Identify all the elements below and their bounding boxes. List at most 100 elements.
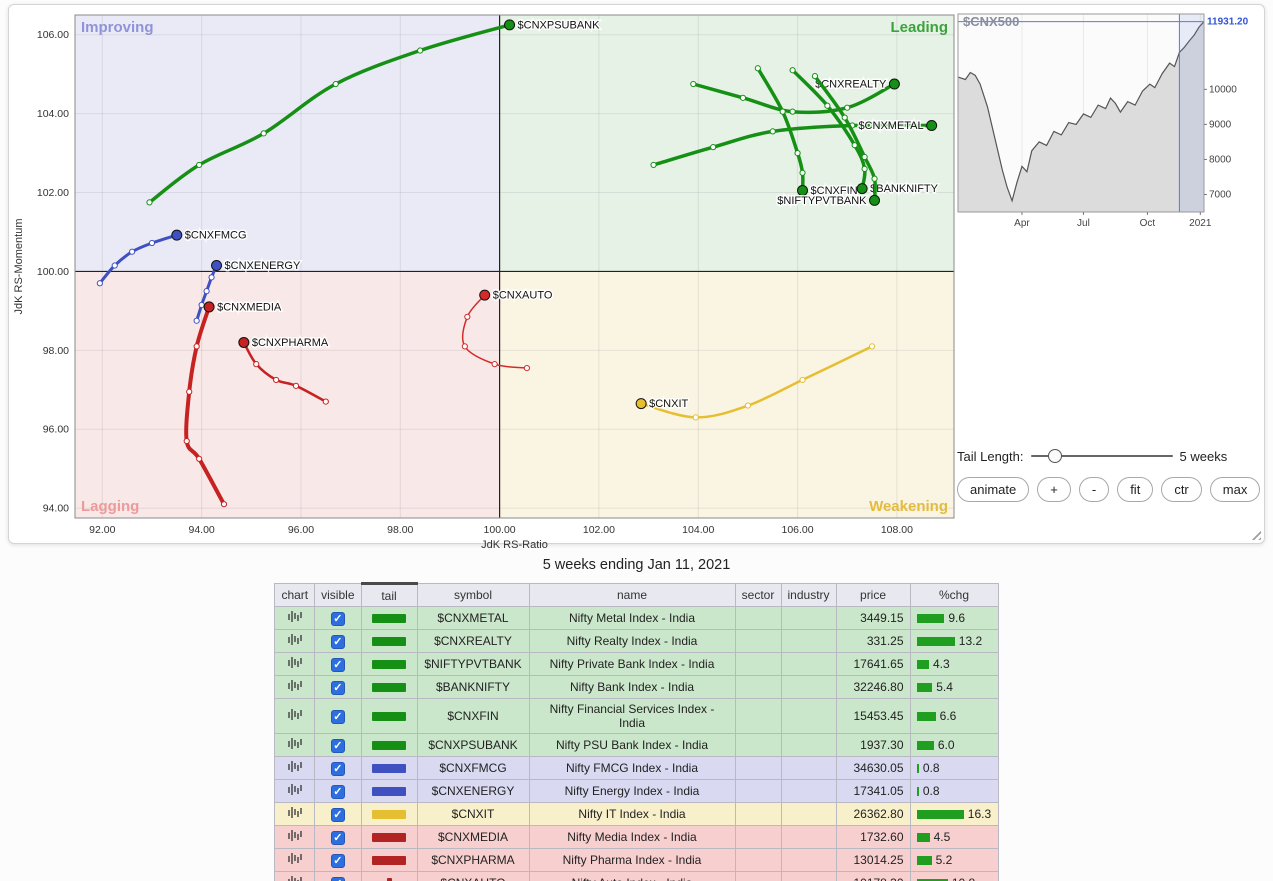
visible-cell: ✓ xyxy=(314,606,362,630)
tail-node xyxy=(148,239,156,247)
zoom-in-button[interactable]: + xyxy=(1037,477,1071,502)
visible-checkbox[interactable]: ✓ xyxy=(330,784,345,799)
symbol-cell[interactable]: $CNXPSUBANK xyxy=(416,733,530,757)
head-CNXPSUBANK[interactable] xyxy=(504,19,516,31)
col-header-pctchg[interactable]: %chg xyxy=(909,583,999,607)
head-CNXENERGY[interactable] xyxy=(211,260,223,272)
visible-cell: ✓ xyxy=(314,698,362,734)
chart-cell xyxy=(274,871,316,881)
animate-button[interactable]: animate xyxy=(957,477,1030,502)
tail-swatch xyxy=(372,856,406,866)
visible-checkbox[interactable]: ✓ xyxy=(330,807,345,822)
mini-chart-svg[interactable]: 10000 9000 8000 7000 11931.20 Apr Jul Oct 2021 $C… xyxy=(957,9,1260,235)
col-header-visible[interactable]: visible xyxy=(314,583,362,607)
head-CNXPHARMA[interactable] xyxy=(238,336,250,348)
visible-checkbox[interactable]: ✓ xyxy=(330,853,345,868)
name-cell: Nifty IT Index - India xyxy=(528,802,736,826)
chart-icon[interactable] xyxy=(287,708,302,721)
rrg-buttons: animate + - fit ctr max xyxy=(957,477,1262,502)
head-CNXFMCG[interactable] xyxy=(171,229,183,241)
visible-checkbox[interactable]: ✓ xyxy=(330,657,345,672)
mini-selection[interactable] xyxy=(1179,14,1204,212)
x-tick-label: 102.00 xyxy=(583,524,615,536)
chart-icon[interactable] xyxy=(287,875,302,881)
chart-icon[interactable] xyxy=(287,829,302,842)
name-cell: Nifty FMCG Index - India xyxy=(528,756,736,780)
head-CNXIT[interactable] xyxy=(635,398,647,410)
resize-handle[interactable] xyxy=(1248,527,1261,540)
chart-icon[interactable] xyxy=(287,679,302,692)
symbol-cell[interactable]: $NIFTYPVTBANK xyxy=(416,652,530,676)
tail-node xyxy=(96,280,103,287)
col-header-name[interactable]: name xyxy=(528,583,736,607)
symbol-cell[interactable]: $CNXFIN xyxy=(416,698,530,734)
head-CNXMEDIA[interactable] xyxy=(203,301,215,313)
symbol-cell[interactable]: $CNXAUTO xyxy=(416,871,530,881)
x-tick-label: 98.00 xyxy=(387,524,413,536)
chart-icon[interactable] xyxy=(287,656,302,669)
chart-icon[interactable] xyxy=(287,633,302,646)
tail-cell xyxy=(360,629,418,653)
symbol-cell[interactable]: $CNXPHARMA xyxy=(416,848,530,872)
max-button[interactable]: max xyxy=(1209,477,1261,502)
col-header-price[interactable]: price xyxy=(835,583,911,607)
chart-icon[interactable] xyxy=(287,806,302,819)
head-NIFTYPVTBANK[interactable] xyxy=(869,194,881,206)
chg-bar xyxy=(916,711,936,721)
head-CNXFIN[interactable] xyxy=(797,185,809,197)
tail-swatch xyxy=(372,764,406,774)
rrg-chart-svg[interactable]: 92.00 94.00 96.00 98.00 100.00 102.00 104.00 10… xyxy=(11,7,961,553)
chg-value: 4.5 xyxy=(933,830,951,844)
chg-cell: 4.3 xyxy=(909,652,999,676)
visible-checkbox[interactable]: ✓ xyxy=(330,761,345,776)
symbol-cell[interactable]: $CNXFMCG xyxy=(416,756,530,780)
rrg-side-panel: 10000 9000 8000 7000 11931.20 Apr Jul Oct 2021 $C… xyxy=(957,9,1262,502)
ctr-button[interactable]: ctr xyxy=(1161,477,1202,502)
chart-cell xyxy=(274,606,316,630)
industry-cell xyxy=(780,629,837,653)
visible-checkbox[interactable]: ✓ xyxy=(330,634,345,649)
visible-checkbox[interactable]: ✓ xyxy=(330,830,345,845)
visible-checkbox[interactable]: ✓ xyxy=(330,709,345,724)
head-CNXREALTY[interactable] xyxy=(888,78,900,90)
symbol-cell[interactable]: $BANKNIFTY xyxy=(416,675,530,699)
tail-node xyxy=(690,80,697,88)
symbol-cell[interactable]: $CNXIT xyxy=(416,802,530,826)
symbol-cell[interactable]: $CNXREALTY xyxy=(416,629,530,653)
visible-cell: ✓ xyxy=(314,871,362,881)
tail-node xyxy=(491,361,498,368)
chart-icon[interactable] xyxy=(287,783,302,796)
visible-checkbox[interactable]: ✓ xyxy=(330,876,345,881)
chg-bar xyxy=(916,832,930,842)
chg-value: 4.3 xyxy=(933,657,950,671)
zoom-out-button[interactable]: - xyxy=(1078,477,1110,502)
symbol-cell[interactable]: $CNXMEDIA xyxy=(416,825,530,849)
col-header-industry[interactable]: industry xyxy=(780,583,837,607)
col-header-chart[interactable]: chart xyxy=(274,583,316,607)
fit-button[interactable]: fit xyxy=(1117,477,1154,502)
tail-node xyxy=(794,149,801,157)
symbol-cell[interactable]: $CNXENERGY xyxy=(416,779,530,803)
head-CNXMETAL[interactable] xyxy=(926,119,938,131)
table-row: ✓ $CNXENERGY Nifty Energy Index - India 173… xyxy=(274,779,999,803)
visible-checkbox[interactable]: ✓ xyxy=(330,680,345,695)
table-row: ✓ $NIFTYPVTBANK Nifty Private Bank Index -… xyxy=(274,652,999,676)
chart-icon[interactable] xyxy=(287,852,302,865)
tail-length-slider[interactable] xyxy=(1030,448,1173,464)
visible-checkbox[interactable]: ✓ xyxy=(330,738,345,753)
col-header-sector[interactable]: sector xyxy=(734,583,782,607)
head-CNXAUTO[interactable] xyxy=(479,289,491,301)
tail-CNXMEDIA xyxy=(184,304,226,507)
col-header-tail[interactable]: tail xyxy=(360,582,418,607)
tail-length-row: Tail Length: 5 weeks xyxy=(957,448,1262,464)
chart-icon[interactable] xyxy=(287,737,302,750)
rrg-panel: 92.00 94.00 96.00 98.00 100.00 102.00 104.00 10… xyxy=(8,4,1265,551)
chart-icon[interactable] xyxy=(287,610,302,623)
mini-current-value: 11931.20 xyxy=(1207,17,1249,28)
symbol-cell[interactable]: $CNXMETAL xyxy=(416,606,530,630)
chart-icon[interactable] xyxy=(287,760,302,773)
col-header-symbol[interactable]: symbol xyxy=(416,583,530,607)
visible-checkbox[interactable]: ✓ xyxy=(330,611,345,626)
head-BANKNIFTY[interactable] xyxy=(856,183,868,195)
tail-node xyxy=(799,376,806,384)
